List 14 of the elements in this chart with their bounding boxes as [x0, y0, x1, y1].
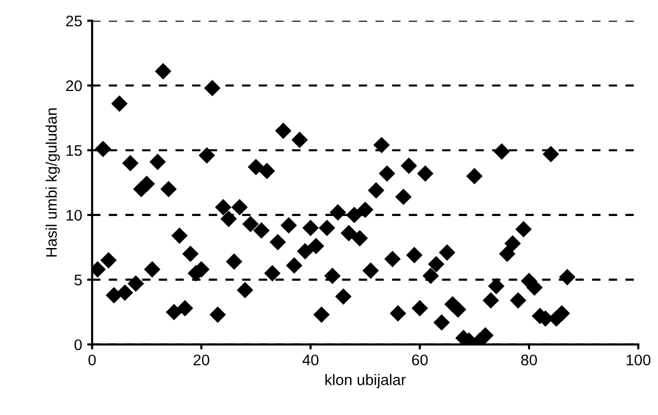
y-tick-label: 15 — [66, 145, 82, 156]
y-tick-label: 5 — [74, 274, 82, 286]
x-tick-label: 0 — [88, 354, 96, 366]
y-tick-label: 0 — [74, 339, 82, 350]
y-axis-title: Hasil umbi kg/guludan — [46, 108, 60, 256]
y-tick-label: 10 — [66, 210, 82, 221]
x-axis-title: klon ubijalar — [325, 374, 406, 388]
y-tick-label: 25 — [66, 16, 82, 26]
y-tick-label: 20 — [66, 80, 82, 92]
x-tick-label: 40 — [302, 354, 318, 366]
x-tick-label: 100 — [626, 354, 650, 366]
x-tick-label: 60 — [412, 354, 428, 366]
x-tick-label: 80 — [521, 354, 537, 366]
x-tick-label: 20 — [194, 354, 210, 366]
